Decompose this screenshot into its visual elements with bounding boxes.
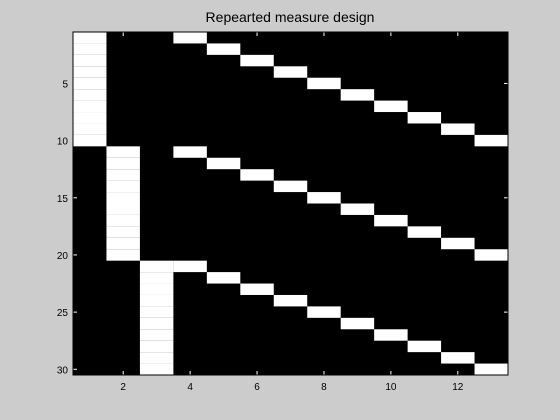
heatmap-cell-r4-c1 [73,66,107,78]
heatmap-cell-r6-c1 [73,89,107,101]
heatmap-cell-r9-c12 [441,123,475,135]
heatmap-cell-r26-c9 [340,317,375,330]
x-tick-label-12: 12 [452,382,464,393]
heatmap-cell-r1-c1 [73,32,107,44]
heatmap-cell-r21-c3 [139,260,174,273]
heatmap-cell-r1-c4 [173,32,207,44]
heatmap-cell-r10-c1 [73,134,107,147]
heatmap-cell-r30-c13 [474,363,508,375]
heatmap-cell-r11-c4 [173,146,207,158]
y-tick-label-30: 30 [57,365,69,376]
heatmap-cell-r19-c12 [441,237,475,250]
heatmap-cell-r12-c2 [106,157,140,170]
heatmap-cell-r29-c3 [139,352,174,364]
heatmap-cell-r27-c3 [139,329,174,341]
heatmap-cell-r12-c5 [206,157,241,170]
heatmap-cell-r22-c3 [139,272,174,284]
heatmap-cell-r14-c2 [106,180,140,193]
heatmap-cell-r28-c11 [407,340,442,353]
heatmap-cell-r16-c2 [106,203,140,215]
heatmap-cell-r2-c1 [73,43,107,55]
heatmap-cell-r30-c3 [139,363,174,375]
y-tick-label-25: 25 [57,308,69,319]
y-tick-label-10: 10 [57,137,69,148]
x-tick-label-4: 4 [187,382,193,393]
heatmap-cell-r10-c13 [474,134,508,147]
heatmap-cell-r8-c11 [407,112,442,124]
heatmap-cell-r20-c13 [474,249,508,261]
heatmap-cell-r21-c4 [173,260,207,273]
heatmap-cell-r26-c3 [139,317,174,330]
heatmap-cell-r9-c1 [73,123,107,135]
heatmap-cell-r16-c9 [340,203,375,215]
x-tick-label-6: 6 [254,382,260,393]
heatmap-cell-r11-c2 [106,146,140,158]
heatmap-cell-r28-c3 [139,340,174,353]
y-axis: 5 10 15 20 25 30 [57,79,508,376]
x-tick-label-10: 10 [385,382,397,393]
heatmap-cell-r22-c5 [206,272,241,284]
heatmap-cell-r20-c2 [106,249,140,261]
heatmap-cell-r25-c3 [139,306,174,318]
heatmap-cell-r24-c7 [273,294,308,307]
heatmap-cell-r3-c1 [73,54,107,67]
heatmap-cell-r7-c1 [73,100,107,113]
heatmap-cell-r27-c10 [374,329,408,341]
heatmap-cell-r7-c10 [374,100,408,113]
heatmap-cell-r17-c2 [106,214,140,227]
heatmap-cell-r13-c6 [240,169,274,181]
y-tick-label-5: 5 [62,79,68,90]
heatmap-cell-r5-c1 [73,77,107,90]
heatmap-cell-r13-c2 [106,169,140,181]
y-tick-label-15: 15 [57,194,69,205]
x-axis: 2 4 6 8 10 12 [120,32,464,393]
heatmap-cell-r8-c1 [73,112,107,124]
heatmap-cell-r15-c8 [307,192,341,204]
heatmap-cell-r24-c3 [139,294,174,307]
y-tick-label-20: 20 [57,251,69,262]
heatmap-cell-r23-c3 [139,283,174,295]
heatmap-cell-r17-c10 [374,214,408,227]
heatmap-cell-r29-c12 [441,352,475,364]
chart-title: Repearted measure design [206,9,375,25]
heatmap-cell-r23-c6 [240,283,274,295]
heatmap-cell-r6-c9 [340,89,375,101]
heatmap-cell-r18-c2 [106,226,140,238]
heatmap-cell-r14-c7 [273,180,308,193]
plot-area [73,32,508,375]
heatmap-cell-r25-c8 [307,306,341,318]
x-tick-label-2: 2 [120,382,126,393]
heatmap-cell-r18-c11 [407,226,442,238]
heatmap-cell-r3-c6 [240,54,274,67]
heatmap-cell-r15-c2 [106,192,140,204]
x-tick-label-8: 8 [321,382,327,393]
heatmap-cell-r2-c5 [206,43,241,55]
heatmap-cell-r5-c8 [307,77,341,90]
heatmap-cell-r4-c7 [273,66,308,78]
heatmap-cell-r19-c2 [106,237,140,250]
axes-frame [72,31,509,376]
